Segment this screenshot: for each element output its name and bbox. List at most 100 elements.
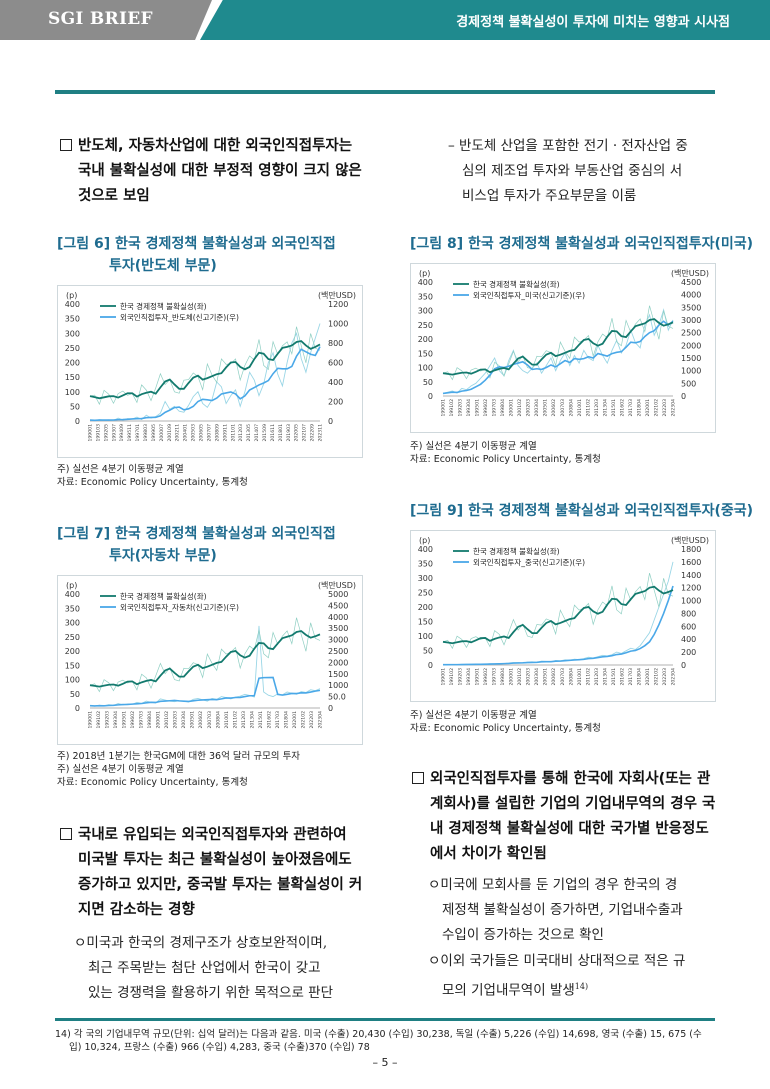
footnote-14: 14) 각 국의 기업내무역 규모(단위: 십억 달러)는 다음과 같음. 미국…	[55, 1029, 702, 1053]
x-tick-label: 199203	[458, 399, 464, 417]
fig9-title: [그림 9] 한국 경제정책 불확실성과 외국인직접투자(중국)	[410, 503, 754, 519]
legend-label: 한국 경제정책 불확실성(좌)	[120, 591, 207, 601]
sub-us-korea-complementary: ㅇ미국과 한국의 경제구조가 상호보완적이며, 최근 주목받는 첨단 산업에서 …	[74, 935, 334, 1001]
left-tick-label: 350	[418, 560, 433, 569]
x-tick-label: 199103	[95, 424, 101, 442]
x-tick-label: 202001	[645, 399, 651, 417]
x-tick-label: 199203	[105, 711, 111, 729]
right-tick-label: 1500	[681, 354, 701, 363]
fdi-ma-line	[443, 585, 674, 666]
x-tick-label: 199102	[449, 668, 455, 686]
footnote-ref[interactable]: 14)	[574, 982, 589, 991]
left-axis-unit: (p)	[66, 291, 77, 300]
right-tick-label: 2000	[681, 341, 701, 350]
x-tick-label: 199804	[147, 711, 153, 729]
x-tick-label: 201611	[270, 424, 276, 442]
x-tick-label: 200501	[543, 668, 549, 686]
right-tick-label: 4000	[328, 613, 348, 622]
left-tick-label: 400	[418, 278, 433, 287]
epu-ma-line	[442, 585, 674, 645]
x-tick-label: 200804	[215, 711, 221, 729]
left-tick-label: 300	[65, 619, 80, 628]
x-tick-label: 202203	[309, 711, 315, 729]
right-tick-label: 3500	[681, 303, 701, 312]
left-tick-label: 400	[65, 300, 80, 309]
x-tick-label: 199803	[143, 424, 149, 442]
header-title: 경제정책 불확실성이 투자에 미치는 영향과 시사점	[456, 15, 730, 30]
left-tick-label: 150	[418, 618, 433, 627]
x-tick-label: 200809	[214, 424, 220, 442]
fig9-notes: 주) 실선은 4분기 이동평균 계열 자료: Economic Policy U…	[410, 710, 601, 734]
x-tick-label: 202203	[662, 668, 668, 686]
brand-logo: SGI BRIEF	[48, 9, 153, 29]
x-tick-label: 201509	[262, 424, 268, 442]
x-tick-label: 200605	[199, 424, 205, 442]
x-tick-label: 202001	[292, 711, 298, 729]
x-tick-label: 200501	[543, 399, 549, 417]
left-tick-label: 350	[65, 604, 80, 613]
sub-other-countries: ㅇ이외 국가들은 미국대비 상대적으로 적은 규 모의 기업내무역이 발생14)	[428, 953, 686, 999]
x-tick-label: 200703	[560, 668, 566, 686]
right-tick-label: 2500	[328, 647, 348, 656]
right-tick-label: 1000	[681, 367, 701, 376]
right-axis-unit: (백만USD)	[318, 290, 356, 300]
right-tick-label: 3000	[328, 636, 348, 645]
x-tick-label: 201001	[224, 711, 230, 729]
right-tick-label: 4000	[681, 291, 701, 300]
right-tick-label: 2500	[681, 329, 701, 338]
fdi-raw-line	[89, 323, 321, 421]
x-tick-label: 200007	[159, 424, 165, 442]
x-tick-label: 199001	[441, 668, 447, 686]
left-tick-label: 50	[423, 378, 433, 387]
right-tick-label: 0	[681, 661, 686, 670]
x-tick-label: 201501	[258, 711, 264, 729]
x-tick-label: 199001	[441, 399, 447, 417]
fig9-chart: (p) (백만USD) 400 350 300 250 200 150 100 50 0 1800 16…	[410, 530, 716, 702]
right-tick-label: 400	[681, 635, 696, 644]
epu-ma-line	[89, 340, 321, 400]
page-header: SGI BRIEF 경제정책 불확실성이 투자에 미치는 영향과 시사점	[0, 0, 770, 40]
legend-label: 외국인직접투자_반도체(신고기준)(우)	[120, 312, 239, 322]
fig6-title: [그림 6] 한국 경제정책 불확실성과 외국인직접 투자(반도체 부문)	[57, 236, 336, 274]
right-axis-unit: (백만USD)	[318, 580, 356, 590]
x-tick-label: 199602	[483, 399, 489, 417]
x-tick-label: 200703	[560, 399, 566, 417]
x-tick-label: 202203	[662, 399, 668, 417]
x-tick-label: 199304	[466, 399, 472, 417]
x-tick-label: 200911	[222, 424, 228, 442]
x-tick-label: 201407	[254, 424, 260, 442]
x-tick-label: 199701	[135, 424, 141, 442]
left-tick-label: 100	[418, 364, 433, 373]
right-tick-label: 2000	[328, 658, 348, 667]
x-tick-label: 200503	[191, 424, 197, 442]
x-tick-label: 201801	[278, 424, 284, 442]
bullet-us-china-fdi: 국내로 유입되는 외국인직접투자와 관련하여 미국발 투자는 최근 불확실성이 …	[60, 823, 370, 923]
x-tick-label: 201203	[594, 668, 600, 686]
x-tick-label: 201304	[602, 399, 608, 417]
bottom-rule	[55, 1018, 715, 1021]
left-tick-label: 50	[70, 402, 80, 411]
x-tick-label: 199102	[96, 711, 102, 729]
right-tick-label: 1400	[681, 571, 701, 580]
x-tick-label: 201304	[602, 668, 608, 686]
left-tick-label: 200	[65, 359, 80, 368]
x-tick-label: 199703	[492, 399, 498, 417]
right-tick-label: 5000	[328, 590, 348, 599]
x-tick-label: 201903	[286, 424, 292, 442]
left-tick-label: 350	[65, 315, 80, 324]
x-tick-label: 199501	[122, 711, 128, 729]
left-tick-label: 300	[418, 574, 433, 583]
epu-raw-line	[442, 573, 674, 650]
x-tick-label: 200304	[534, 399, 540, 417]
epu-raw-line	[89, 617, 321, 693]
x-tick-label: 202102	[300, 711, 306, 729]
right-tick-label: 3500	[328, 624, 348, 633]
right-tick-label: 0	[328, 417, 333, 426]
right-tick-label: 1600	[681, 558, 701, 567]
x-tick-label: 202005	[294, 424, 300, 442]
x-tick-label: 199905	[151, 424, 157, 442]
right-tick-label: 800	[681, 609, 696, 618]
x-tick-label: 201203	[238, 424, 244, 442]
x-tick-label: 199501	[475, 399, 481, 417]
x-tick-label: 199102	[449, 399, 455, 417]
